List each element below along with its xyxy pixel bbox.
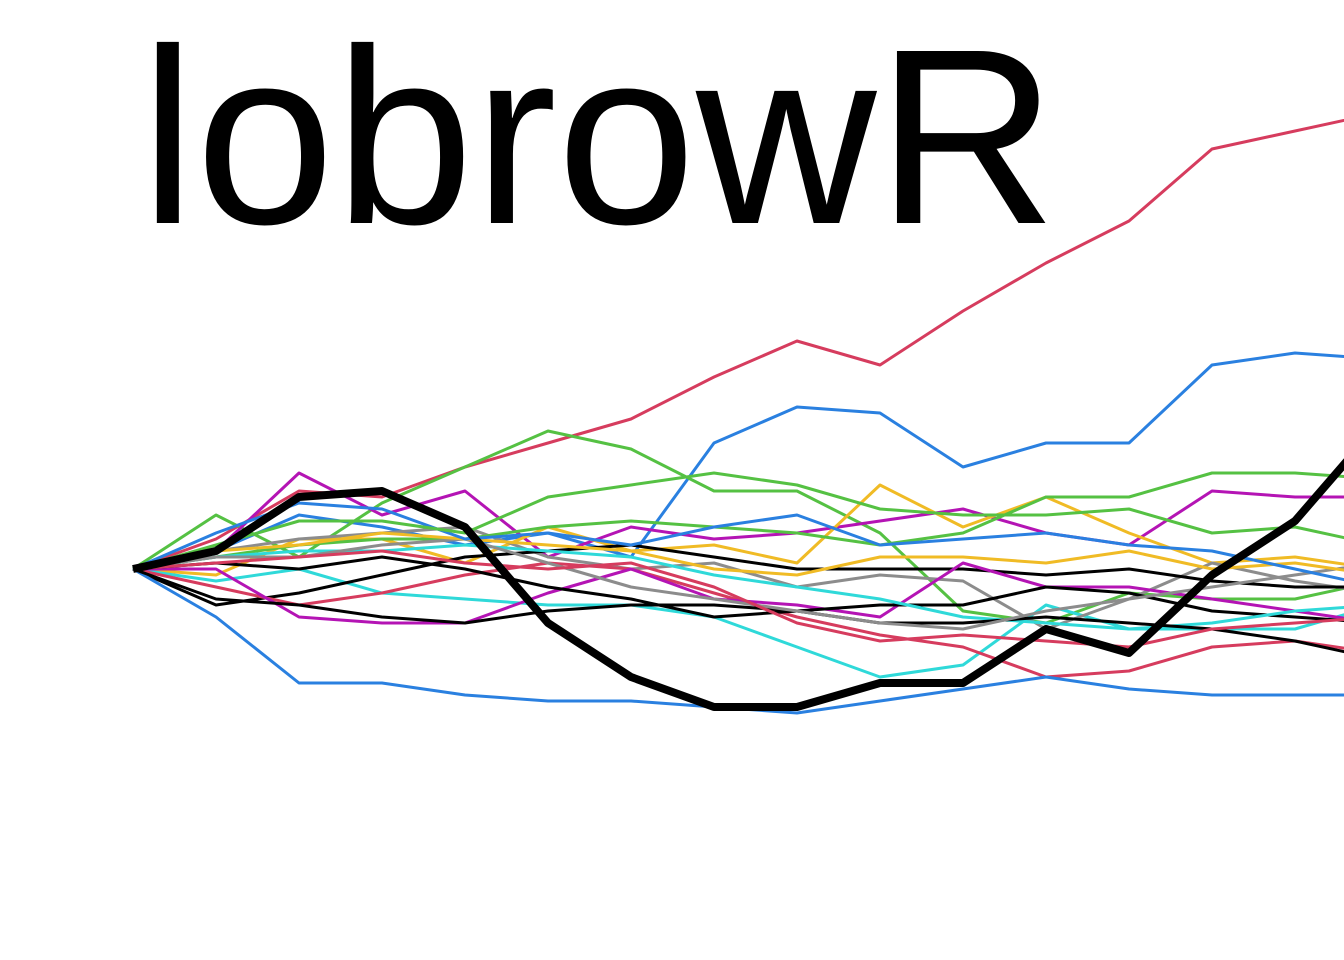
walk-line-17	[132, 549, 1344, 649]
walk-line-bold	[132, 458, 1344, 711]
random-walk-lines	[132, 118, 1344, 715]
walk-line-11	[132, 471, 1344, 571]
walk-line-3	[132, 429, 1344, 625]
walk-line-8	[132, 543, 1344, 607]
walk-line-20	[132, 471, 1344, 571]
walk-line-19	[132, 501, 1344, 582]
walk-line-15	[132, 567, 1344, 654]
wordmark-text: lobrowR	[140, 0, 1057, 276]
walk-line-13	[132, 555, 1344, 623]
walk-line-7	[132, 525, 1344, 631]
walk-line-18	[132, 531, 1344, 577]
walk-line-6	[132, 567, 1344, 679]
